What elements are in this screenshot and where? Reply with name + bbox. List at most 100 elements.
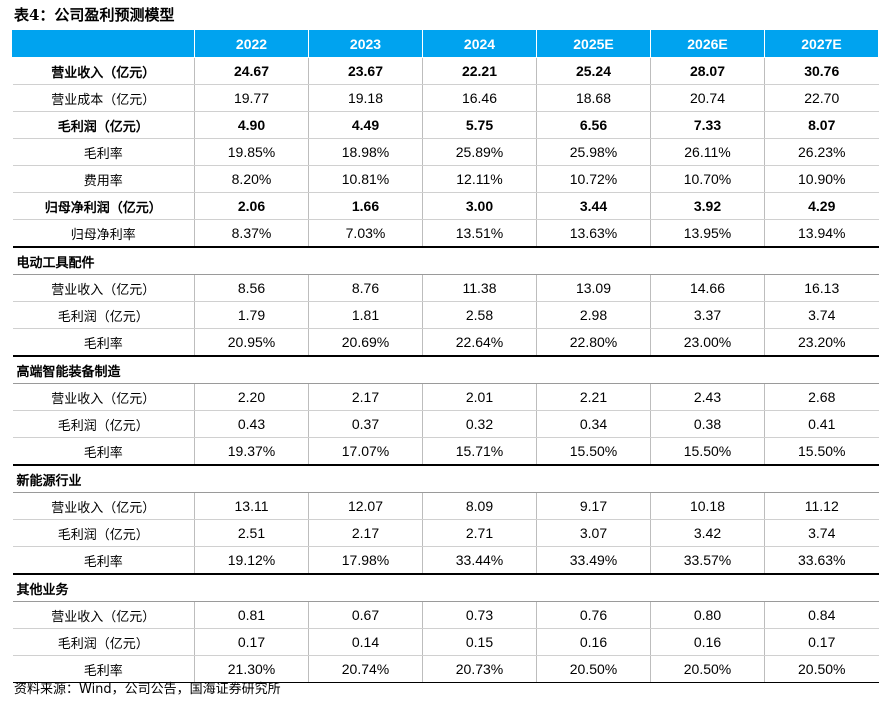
profit-forecast-table: 2022 2023 2024 2025E 2026E 2027E 营业收入（亿元…: [12, 29, 879, 683]
year-header: 2027E: [764, 29, 879, 58]
summary-row: 毛利率 19.85% 18.98% 25.89% 25.98% 26.11% 26.23%: [12, 138, 879, 166]
value-cell: 33.57%: [650, 546, 765, 575]
value-cell: 16.46: [422, 84, 537, 112]
value-cell: 3.74: [764, 519, 879, 547]
value-cell: 4.29: [764, 192, 879, 220]
value-cell: 33.44%: [422, 546, 537, 575]
value-cell: 22.70: [764, 84, 879, 112]
row-label: 毛利润（亿元）: [12, 111, 195, 139]
value-cell: 25.24: [536, 57, 651, 85]
value-cell: 7.03%: [308, 219, 423, 248]
value-cell: 0.76: [536, 601, 651, 629]
row-label: 营业收入（亿元）: [12, 57, 195, 85]
value-cell: 15.50%: [650, 437, 765, 466]
value-cell: 18.98%: [308, 138, 423, 166]
value-cell: 33.49%: [536, 546, 651, 575]
value-cell: 15.71%: [422, 437, 537, 466]
value-cell: 20.74%: [308, 655, 423, 683]
summary-row: 归母净利润（亿元） 2.06 1.66 3.00 3.44 3.92 4.29: [12, 192, 879, 220]
row-label: 毛利率: [12, 437, 195, 466]
segment-row: 毛利率 21.30% 20.74% 20.73% 20.50% 20.50% 20.50%: [12, 655, 879, 683]
segment-row: 营业收入（亿元） 8.56 8.76 11.38 13.09 14.66 16.13: [12, 274, 879, 302]
value-cell: 2.43: [650, 383, 765, 411]
summary-row: 营业成本（亿元） 19.77 19.18 16.46 18.68 20.74 22.70: [12, 84, 879, 112]
row-label: 营业收入（亿元）: [12, 601, 195, 629]
value-cell: 20.50%: [764, 655, 879, 683]
segment-name: 高端智能装备制造: [12, 356, 879, 384]
row-label: 营业成本（亿元）: [12, 84, 195, 112]
value-cell: 3.07: [536, 519, 651, 547]
year-header: 2023: [308, 29, 423, 58]
value-cell: 28.07: [650, 57, 765, 85]
value-cell: 19.12%: [194, 546, 309, 575]
value-cell: 8.20%: [194, 165, 309, 193]
segment-row: 毛利率 19.12% 17.98% 33.44% 33.49% 33.57% 33.63%: [12, 546, 879, 575]
value-cell: 14.66: [650, 274, 765, 302]
value-cell: 19.37%: [194, 437, 309, 466]
segment-row: 毛利润（亿元） 2.51 2.17 2.71 3.07 3.42 3.74: [12, 519, 879, 547]
value-cell: 26.11%: [650, 138, 765, 166]
value-cell: 10.70%: [650, 165, 765, 193]
value-cell: 2.06: [194, 192, 309, 220]
value-cell: 22.21: [422, 57, 537, 85]
value-cell: 3.44: [536, 192, 651, 220]
value-cell: 0.80: [650, 601, 765, 629]
value-cell: 3.74: [764, 301, 879, 329]
value-cell: 18.68: [536, 84, 651, 112]
value-cell: 4.49: [308, 111, 423, 139]
year-header: 2026E: [650, 29, 765, 58]
value-cell: 0.14: [308, 628, 423, 656]
year-header: 2022: [194, 29, 309, 58]
value-cell: 2.21: [536, 383, 651, 411]
value-cell: 2.20: [194, 383, 309, 411]
value-cell: 22.80%: [536, 328, 651, 357]
value-cell: 19.85%: [194, 138, 309, 166]
value-cell: 0.15: [422, 628, 537, 656]
value-cell: 2.71: [422, 519, 537, 547]
value-cell: 13.95%: [650, 219, 765, 248]
value-cell: 25.89%: [422, 138, 537, 166]
value-cell: 20.95%: [194, 328, 309, 357]
value-cell: 0.84: [764, 601, 879, 629]
value-cell: 6.56: [536, 111, 651, 139]
value-cell: 0.38: [650, 410, 765, 438]
value-cell: 23.00%: [650, 328, 765, 357]
value-cell: 2.58: [422, 301, 537, 329]
value-cell: 23.67: [308, 57, 423, 85]
value-cell: 3.42: [650, 519, 765, 547]
value-cell: 24.67: [194, 57, 309, 85]
value-cell: 10.72%: [536, 165, 651, 193]
value-cell: 20.69%: [308, 328, 423, 357]
summary-row: 毛利润（亿元） 4.90 4.49 5.75 6.56 7.33 8.07: [12, 111, 879, 139]
value-cell: 13.51%: [422, 219, 537, 248]
value-cell: 26.23%: [764, 138, 879, 166]
value-cell: 8.56: [194, 274, 309, 302]
source-note: 资料来源：Wind，公司公告，国海证券研究所: [14, 682, 281, 697]
value-cell: 13.09: [536, 274, 651, 302]
value-cell: 9.17: [536, 492, 651, 520]
value-cell: 0.16: [650, 628, 765, 656]
value-cell: 20.50%: [650, 655, 765, 683]
value-cell: 0.43: [194, 410, 309, 438]
value-cell: 30.76: [764, 57, 879, 85]
value-cell: 20.73%: [422, 655, 537, 683]
year-header: 2024: [422, 29, 537, 58]
row-label: 毛利率: [12, 655, 195, 683]
value-cell: 0.73: [422, 601, 537, 629]
row-label: 归母净利润（亿元）: [12, 192, 195, 220]
row-label: 毛利润（亿元）: [12, 628, 195, 656]
value-cell: 11.38: [422, 274, 537, 302]
value-cell: 0.81: [194, 601, 309, 629]
row-label: 毛利率: [12, 328, 195, 357]
summary-row: 营业收入（亿元） 24.67 23.67 22.21 25.24 28.07 30.76: [12, 57, 879, 85]
value-cell: 1.66: [308, 192, 423, 220]
value-cell: 3.00: [422, 192, 537, 220]
segment-header-row: 其他业务: [12, 574, 879, 602]
value-cell: 0.17: [194, 628, 309, 656]
segment-row: 毛利润（亿元） 1.79 1.81 2.58 2.98 3.37 3.74: [12, 301, 879, 329]
value-cell: 20.74: [650, 84, 765, 112]
row-label: 营业收入（亿元）: [12, 274, 195, 302]
value-cell: 12.11%: [422, 165, 537, 193]
value-cell: 8.09: [422, 492, 537, 520]
segment-header-row: 新能源行业: [12, 465, 879, 493]
